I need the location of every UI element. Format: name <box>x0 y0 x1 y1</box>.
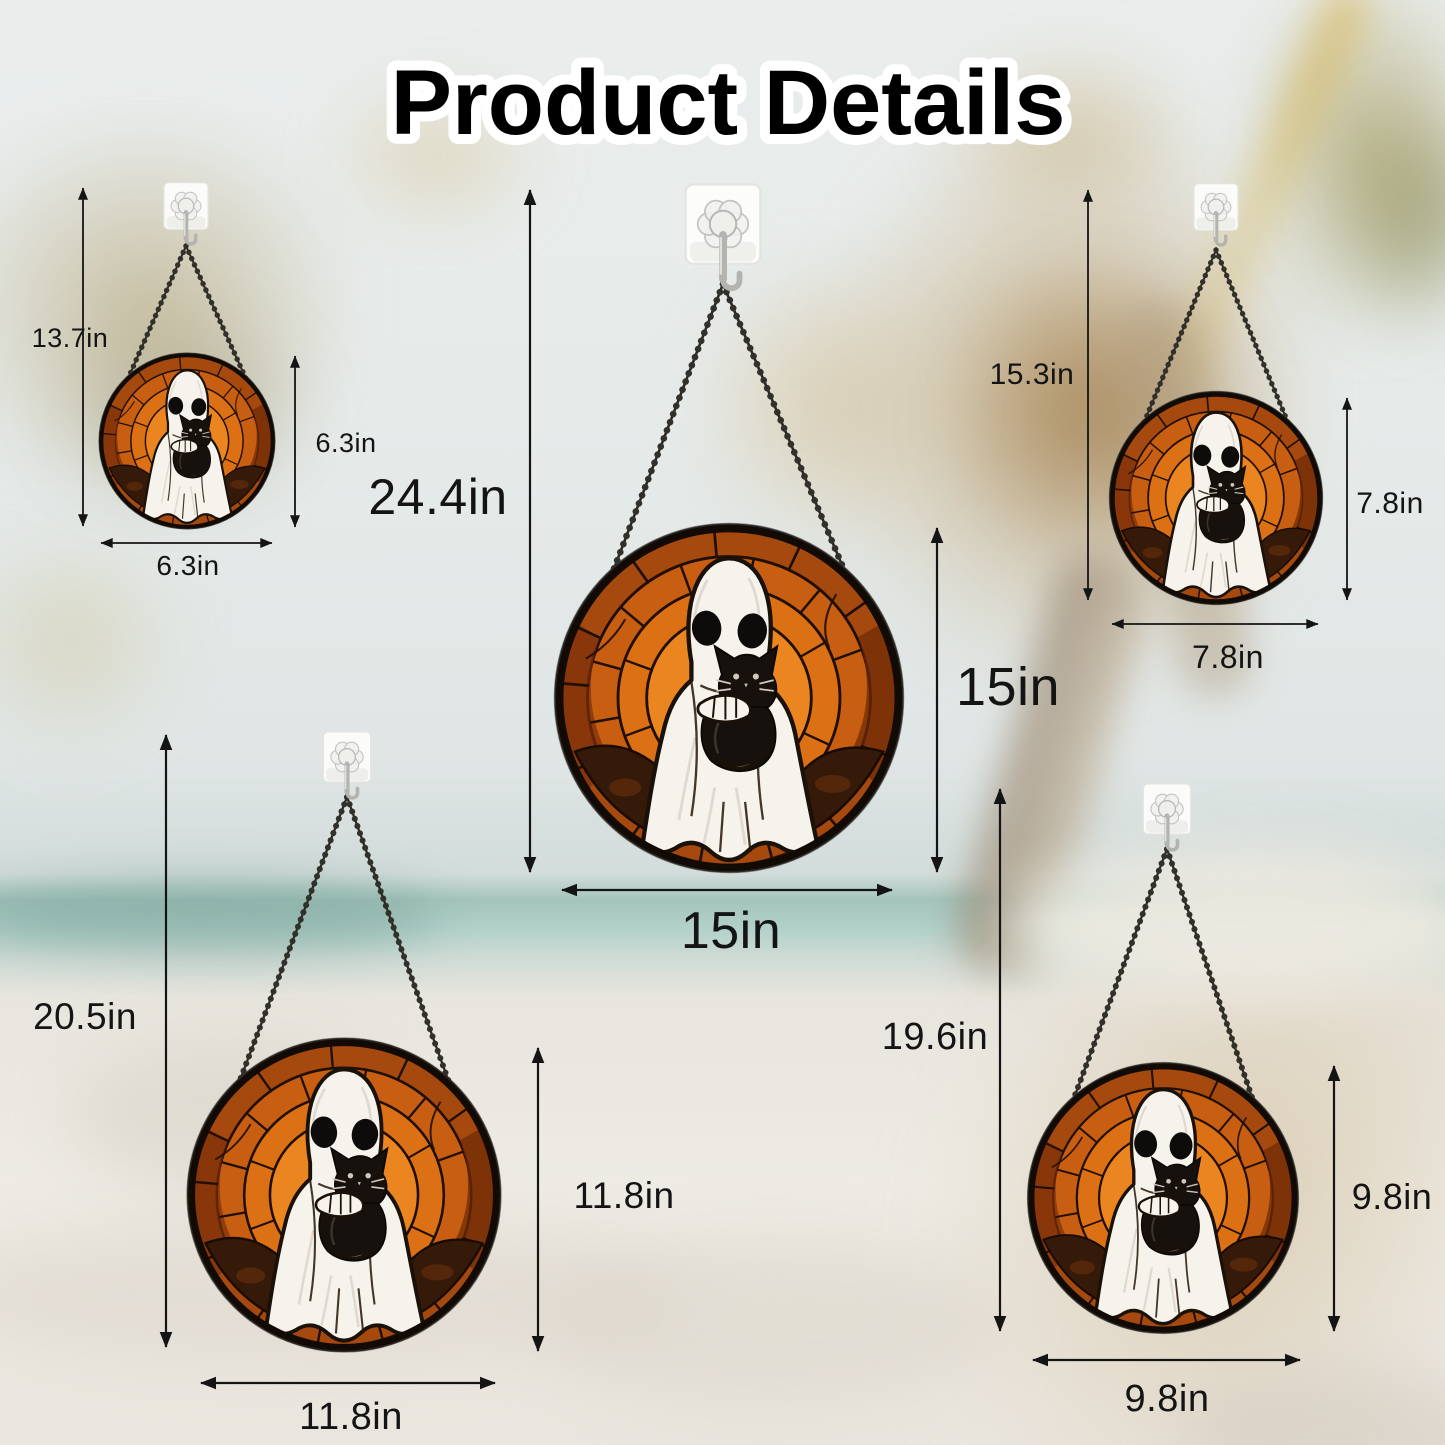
page-title: Product Details <box>391 52 1066 154</box>
panel-height-label-center: 15in <box>955 657 1061 717</box>
panel-width-label-center: 15in <box>680 902 782 960</box>
panel-height-label-top-right: 7.8in <box>1356 487 1424 520</box>
adhesive-hook-icon <box>323 732 371 798</box>
ornament-group-bottom-left <box>159 732 545 1390</box>
chain-links <box>606 280 852 583</box>
chain-links <box>124 243 250 384</box>
hang-height-label-bottom-left: 20.5in <box>33 996 137 1037</box>
ornament-group-top-right <box>1083 184 1352 629</box>
adhesive-hook-icon <box>1194 184 1238 245</box>
suncatcher-disc-icon <box>555 524 903 872</box>
palm-frond-blur <box>0 520 190 760</box>
ornament-group-top-left <box>78 183 300 548</box>
hang-height-label-top-right: 15.3in <box>989 358 1075 391</box>
panel-height-label-top-left: 6.3in <box>315 427 377 458</box>
adhesive-hook-icon <box>686 184 761 288</box>
hang-height-label-top-left: 13.7in <box>31 322 109 353</box>
suncatcher-disc-icon <box>99 353 275 529</box>
hang-height-label-center: 24.4in <box>368 469 508 525</box>
sand-blur <box>540 1240 1000 1410</box>
panel-width-label-top-right: 7.8in <box>1192 638 1264 675</box>
palm-frond-blur <box>320 70 550 240</box>
adhesive-hook-icon <box>1143 784 1191 850</box>
hang-height-label-bottom-right: 19.6in <box>881 1015 989 1058</box>
sea-fade-blur <box>1010 850 1445 1000</box>
sea-blur <box>0 880 440 952</box>
panel-height-label-bottom-left: 11.8in <box>573 1175 675 1216</box>
ornament-group-center <box>523 184 944 897</box>
suncatcher-disc-icon <box>1109 391 1322 604</box>
chain-links <box>234 794 454 1091</box>
palm-canopy-blur <box>690 250 960 560</box>
title-banner: Product Details <box>381 42 1076 164</box>
chain-links <box>1140 247 1292 428</box>
suncatcher-disc-icon <box>1028 1063 1298 1333</box>
panel-width-label-top-left: 6.3in <box>156 550 220 581</box>
ornament-group-bottom-right <box>993 784 1341 1367</box>
panel-width-label-bottom-left: 11.8in <box>299 1395 403 1438</box>
panel-width-label-bottom-right: 9.8in <box>1124 1377 1210 1420</box>
suncatcher-disc-icon <box>187 1038 500 1351</box>
adhesive-hook-icon <box>164 183 208 244</box>
chain-links <box>1068 846 1258 1109</box>
panel-height-label-bottom-right: 9.8in <box>1351 1176 1433 1217</box>
